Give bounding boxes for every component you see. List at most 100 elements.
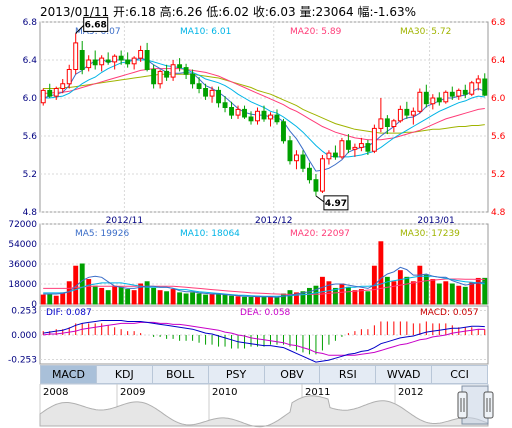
macd-dif-line [43,320,485,363]
tab-boll[interactable]: BOLL [153,366,209,383]
candle-body [319,158,325,192]
timeline-navigator[interactable]: 2008 2009 2010 2011 2012 [0,384,512,428]
volume-bar [430,279,436,305]
candle-body [449,91,455,97]
candle-body [397,108,403,122]
volume-bar [216,293,221,305]
candle-body [196,83,202,89]
volume-bar [196,293,202,305]
volume-bar [404,276,410,305]
volume-value: 23064 [315,5,354,19]
candle-body [248,116,254,122]
volume-bar [144,281,150,305]
volume-bar [183,293,189,305]
volume-bar [151,287,157,305]
candle-body [203,88,209,97]
volume-ma5-line [43,266,485,298]
price-y-tick-left: 4.8 [23,208,38,218]
price-ma30-line [43,73,485,134]
candle-body [345,140,351,150]
candle-body [371,127,377,152]
candle-body [60,83,66,89]
volume-bar [125,289,131,305]
candle-body [423,91,429,105]
candle-body [378,118,384,129]
price-y-tick-left: 5.2 [23,170,37,180]
candle-body [216,89,221,104]
timeline-left-handle[interactable] [457,391,468,419]
chart-canvas[interactable]: 6.8 6.8 6.4 6.4 6.0 6.0 5.6 5.6 5.2 5.2 4.8 4.8 MA5:… [0,0,512,365]
timeline-year-label: 2012 [398,387,423,398]
volume-bar [261,296,267,305]
volume-bar [287,290,293,305]
candle-body [177,64,183,69]
volume-bar [99,287,105,305]
candle-body [365,143,371,152]
candle-body [482,78,488,96]
volume-bar [358,289,364,305]
volume-bar [255,295,260,305]
volume-bar [53,295,59,305]
tab-kdj[interactable]: KDJ [97,366,153,383]
tab-wvad[interactable]: WVAD [376,366,433,383]
candle-body [170,64,176,78]
tab-psy[interactable]: PSY [209,366,265,383]
volume-bar [449,283,455,305]
tab-cci[interactable]: CCI [450,368,469,381]
change-value: -1.63% [373,5,417,19]
macd-dea-line [43,321,485,356]
price-legend-ma10: MA10: 6.01 [180,27,231,37]
price-ma20-line [43,68,485,141]
candle-body [144,50,150,70]
candle-body [436,97,442,103]
volume-bar [410,281,416,305]
macd-y-tick: -0.253 [8,355,37,365]
volume-y-tick: 18000 [8,280,37,290]
low-marker-line [315,195,325,203]
candle-body [190,73,196,85]
candle-body [183,67,189,75]
change-label: 幅 [357,5,370,19]
open-value: 6.18 [129,5,156,19]
volume-bar [378,241,384,305]
volume-legend-ma10: MA10: 18064 [180,229,240,239]
volume-bar [105,290,111,305]
candle-body [138,50,144,59]
volume-bar [66,281,72,305]
timeline-year-label: 2010 [212,387,237,398]
tab-macd[interactable]: MACD [41,366,97,383]
price-legend-ma20: MA20: 5.89 [290,27,342,37]
timeline-right-handle[interactable] [483,391,494,419]
candle-body [281,121,286,142]
volume-bar [60,292,66,305]
quote-header: 2013/01/11 开:6.18 高:6.26 低:6.02 收:6.03 量… [40,5,417,19]
macd-legend-macd: MACD: 0.057 [420,308,479,318]
price-x-tick: 2013/01 [417,216,454,226]
price-y-tick-right: 5.6 [491,132,506,142]
price-x-tick: 2012/11 [106,216,143,226]
candle-body [255,110,260,122]
volume-bar [365,291,371,305]
volume-bar [300,291,306,305]
volume-bar [313,285,319,305]
volume-bar [397,270,403,305]
price-x-tick: 2012/12 [255,216,292,226]
candle-body [339,140,345,158]
price-y-tick-left: 6.8 [23,18,38,28]
candle-body [404,108,410,116]
volume-bar [339,283,345,305]
tab-obv[interactable]: OBV [265,366,321,383]
candle-body [384,118,390,128]
volume-bar [209,294,215,305]
candle-body [229,107,234,116]
macd-y-tick: 0.253 [11,307,37,317]
volume-bar [164,291,170,305]
volume-label: 量 [299,5,312,19]
timeline-year-label: 2008 [43,387,68,398]
volume-bar [443,281,449,305]
volume-legend-ma20: MA20: 22097 [290,229,350,239]
tab-rsi[interactable]: RSI [320,366,377,383]
volume-bar [456,285,462,305]
candle-body [456,89,462,97]
price-y-tick-right: 6.0 [491,94,506,104]
